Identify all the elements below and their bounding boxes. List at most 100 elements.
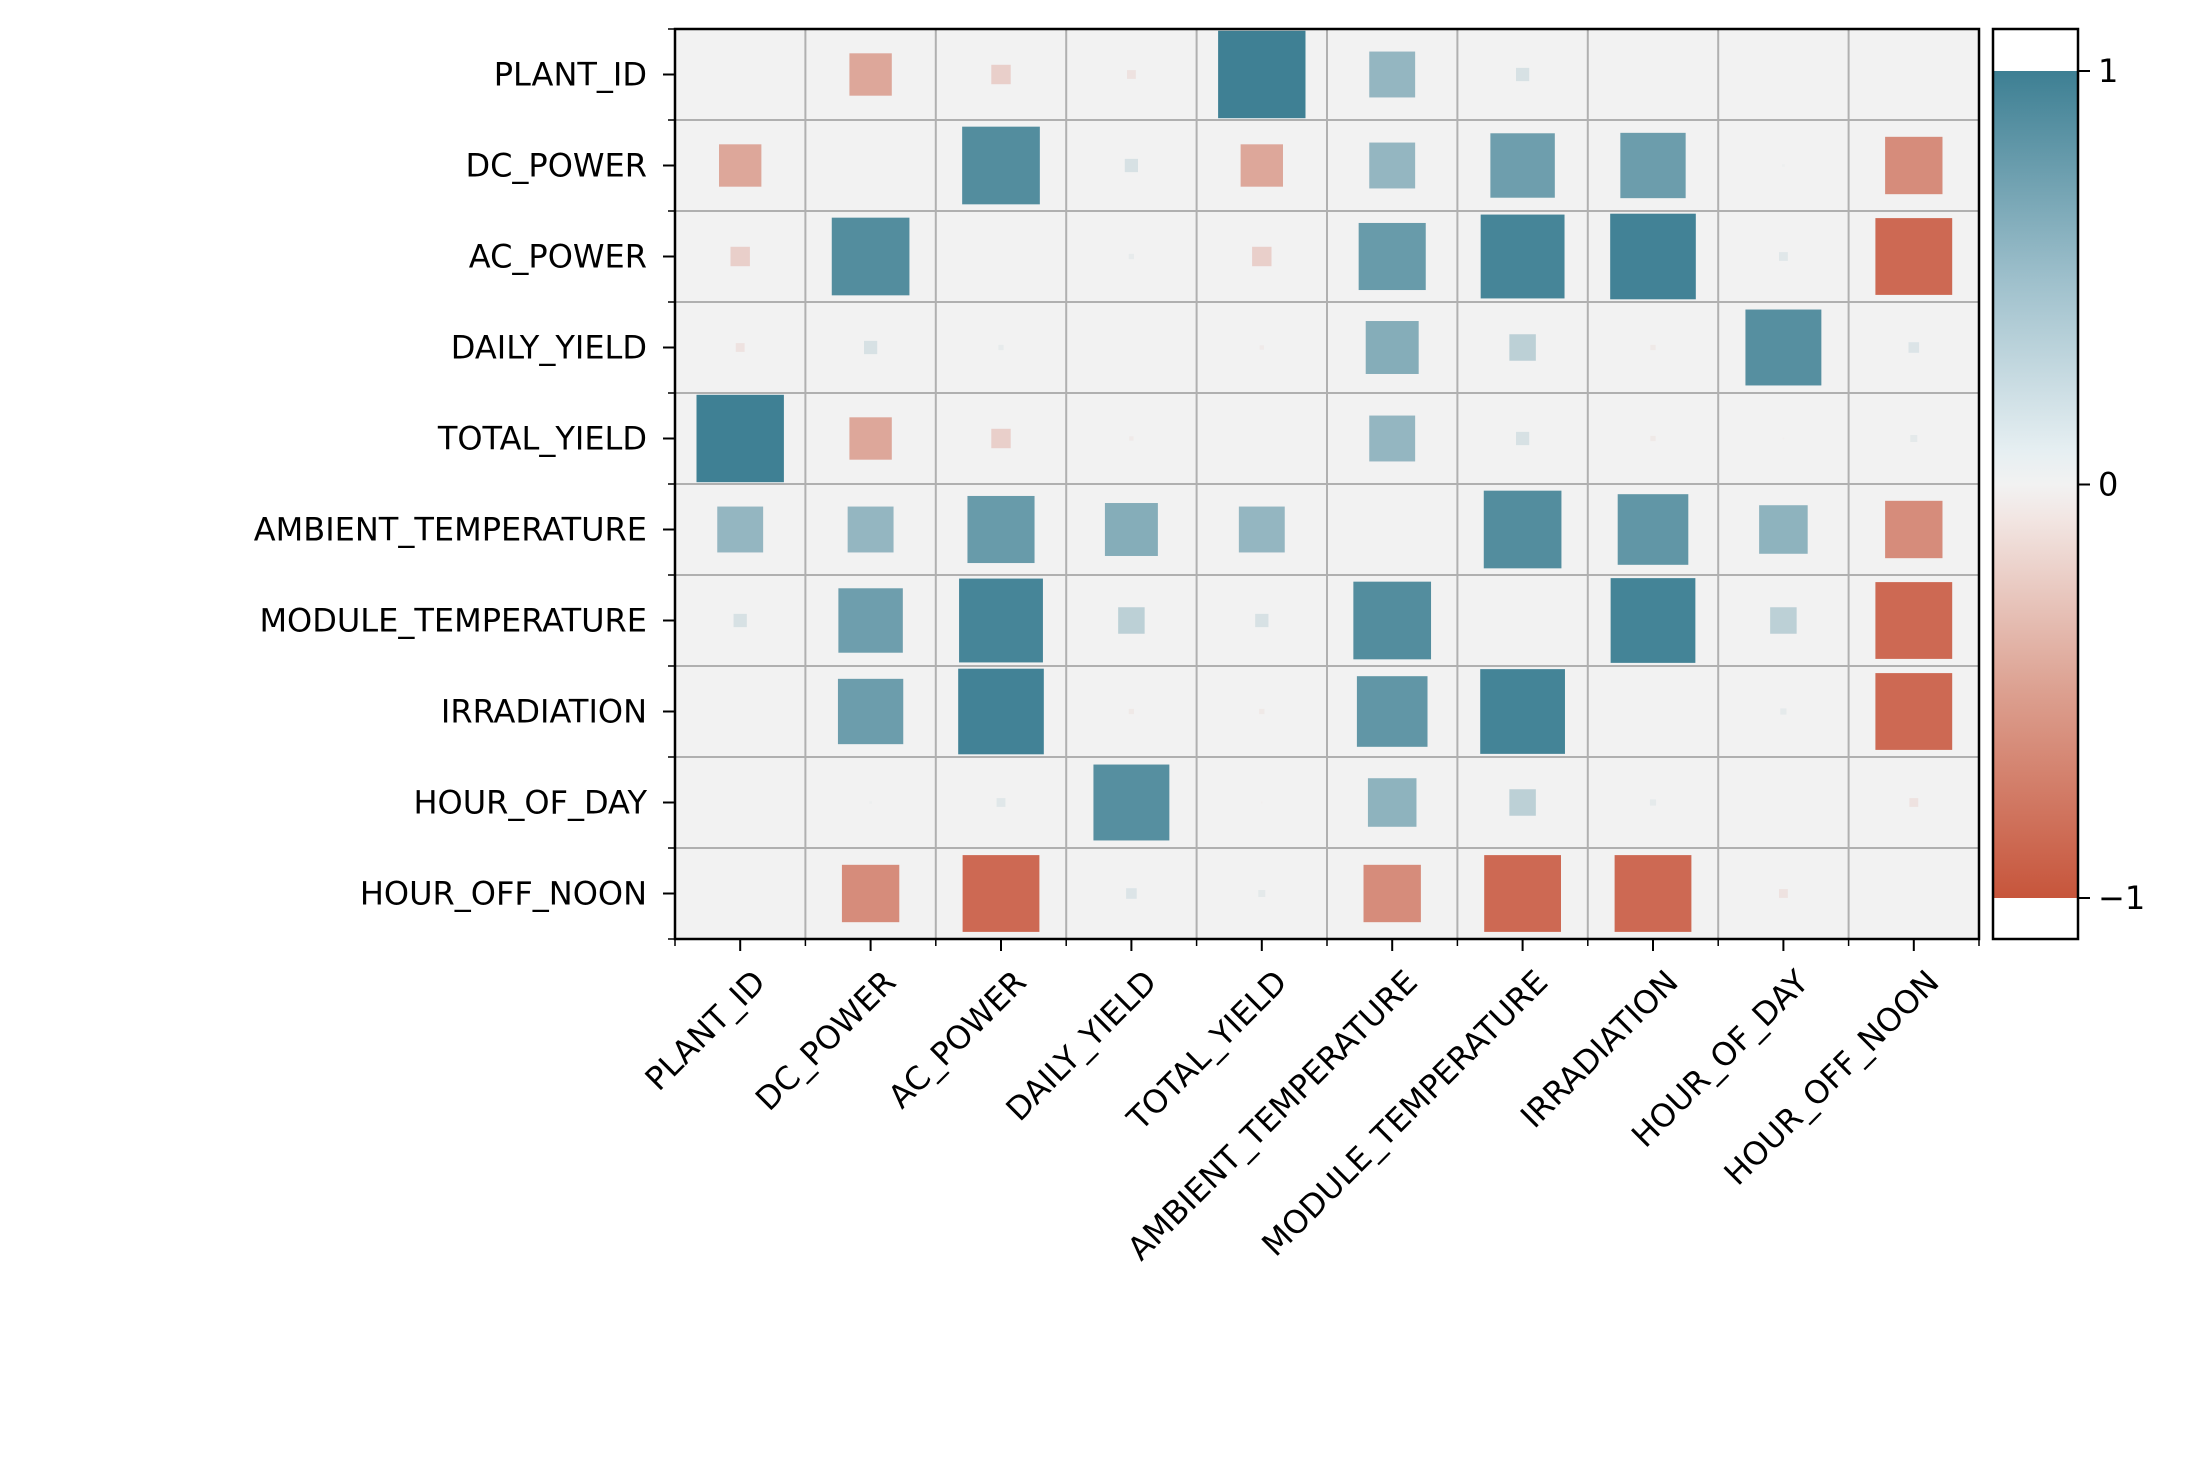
correlation-cell-total_yield-hour_of_day xyxy=(1782,437,1785,440)
correlation-cell-total_yield-ambient_temperature xyxy=(1369,415,1416,462)
correlation-cell-ac_power-ambient_temperature xyxy=(1358,222,1426,291)
correlation-cell-hour_off_noon-daily_yield xyxy=(1126,888,1137,899)
correlation-cell-module_temperature-dc_power xyxy=(838,588,903,653)
correlation-cell-module_temperature-ambient_temperature xyxy=(1353,581,1432,660)
correlation-cell-ambient_temperature-plant_id xyxy=(717,506,764,553)
correlation-cell-ac_power-daily_yield xyxy=(1128,253,1135,260)
correlation-cell-ac_power-hour_of_day xyxy=(1778,252,1788,261)
y-tick-label: MODULE_TEMPERATURE xyxy=(259,602,647,640)
colorbar-fill xyxy=(1993,71,2078,898)
y-tick-label: AC_POWER xyxy=(469,238,647,276)
correlation-cell-hour_off_noon-ac_power xyxy=(962,855,1040,932)
y-tick-label: PLANT_ID xyxy=(494,56,647,94)
correlation-cell-hour_off_noon-ambient_temperature xyxy=(1363,864,1421,923)
correlation-cell-dc_power-irradiation xyxy=(1620,132,1686,199)
colorbar: 1 0 −1 xyxy=(1991,27,2145,941)
y-tick-label: DC_POWER xyxy=(465,147,647,185)
correlation-cell-daily_yield-irradiation xyxy=(1650,344,1656,351)
correlation-cell-dc_power-ac_power xyxy=(962,126,1040,205)
correlation-cell-ac_power-plant_id xyxy=(730,246,750,267)
correlation-cell-ambient_temperature-total_yield xyxy=(1238,506,1285,553)
correlation-cell-total_yield-plant_id xyxy=(696,394,784,483)
y-tick-label: AMBIENT_TEMPERATURE xyxy=(254,511,647,549)
correlation-cell-dc_power-hour_off_noon xyxy=(1885,136,1943,195)
correlation-cell-daily_yield-plant_id xyxy=(735,343,745,352)
correlation-cell-ambient_temperature-hour_of_day xyxy=(1759,505,1808,554)
y-tick-label: DAILY_YIELD xyxy=(451,329,647,367)
colorbar-tick-label: 1 xyxy=(2098,52,2118,90)
correlation-cell-hour_off_noon-irradiation xyxy=(1614,855,1692,932)
correlation-cell-ambient_temperature-ac_power xyxy=(967,495,1035,564)
correlation-cell-plant_id-daily_yield xyxy=(1126,70,1136,79)
correlation-cell-daily_yield-ac_power xyxy=(998,344,1004,351)
correlation-cell-hour_of_day-ac_power xyxy=(996,798,1006,807)
correlation-cell-irradiation-hour_off_noon xyxy=(1875,673,1953,750)
correlation-cell-hour_of_day-total_yield xyxy=(1260,801,1263,804)
correlation-cell-module_temperature-ac_power xyxy=(959,578,1043,663)
correlation-cell-daily_yield-ambient_temperature xyxy=(1365,321,1419,374)
correlation-cell-total_yield-daily_yield xyxy=(1129,436,1134,441)
correlation-cell-daily_yield-module_temperature xyxy=(1509,334,1536,361)
x-tick-label: HOUR_OFF_NOON xyxy=(1717,963,1947,1193)
correlation-cell-dc_power-module_temperature xyxy=(1490,133,1555,198)
correlation-cell-irradiation-dc_power xyxy=(837,678,904,745)
correlation-cell-ac_power-total_yield xyxy=(1252,246,1272,267)
correlation-cell-hour_of_day-module_temperature xyxy=(1509,789,1536,816)
correlation-cell-total_yield-hour_off_noon xyxy=(1910,434,1918,443)
correlation-cell-total_yield-ac_power xyxy=(991,428,1011,449)
correlation-cell-hour_of_day-dc_power xyxy=(869,801,872,804)
correlation-cell-ac_power-hour_off_noon xyxy=(1875,218,1953,295)
correlation-cell-hour_of_day-irradiation xyxy=(1649,799,1657,806)
correlation-cell-ac_power-module_temperature xyxy=(1480,214,1565,299)
correlation-cell-total_yield-module_temperature xyxy=(1515,431,1530,446)
correlation-cell-dc_power-total_yield xyxy=(1240,144,1283,187)
correlation-cell-daily_yield-total_yield xyxy=(1259,345,1265,350)
correlation-cell-ambient_temperature-daily_yield xyxy=(1104,503,1158,556)
correlation-cell-module_temperature-irradiation xyxy=(1610,578,1696,663)
correlation-cell-daily_yield-hour_of_day xyxy=(1745,309,1822,386)
correlation-cell-ac_power-irradiation xyxy=(1610,213,1696,300)
correlation-cell-plant_id-total_yield xyxy=(1218,30,1306,119)
correlation-cell-hour_off_noon-dc_power xyxy=(841,864,900,923)
correlation-cell-total_yield-dc_power xyxy=(849,417,892,460)
correlation-cell-hour_off_noon-total_yield xyxy=(1258,889,1266,898)
correlation-cell-irradiation-total_yield xyxy=(1259,708,1265,715)
correlation-cell-irradiation-ac_power xyxy=(958,668,1044,755)
correlation-cell-ambient_temperature-dc_power xyxy=(847,506,894,553)
correlation-cell-ambient_temperature-hour_off_noon xyxy=(1885,500,1943,559)
correlation-cell-ambient_temperature-module_temperature xyxy=(1483,490,1562,569)
correlation-cell-irradiation-module_temperature xyxy=(1480,669,1565,754)
axis-ticks xyxy=(663,28,1980,951)
correlation-cell-hour_off_noon-hour_of_day xyxy=(1778,889,1788,898)
correlation-cells xyxy=(696,30,1953,932)
correlation-cell-total_yield-irradiation xyxy=(1650,435,1656,442)
correlation-cell-hour_off_noon-module_temperature xyxy=(1484,855,1561,932)
correlation-cell-irradiation-daily_yield xyxy=(1128,708,1135,715)
correlation-cell-dc_power-daily_yield xyxy=(1124,158,1139,173)
correlation-cell-module_temperature-hour_of_day xyxy=(1770,607,1797,634)
correlation-cell-dc_power-hour_of_day xyxy=(1782,164,1785,167)
gridlines xyxy=(675,29,1979,939)
colorbar-ticks: 1 0 −1 xyxy=(2078,52,2145,917)
colorbar-tick-label: 0 xyxy=(2098,466,2118,504)
y-tick-label: IRRADIATION xyxy=(441,693,647,731)
correlation-cell-daily_yield-hour_off_noon xyxy=(1908,342,1920,353)
correlation-cell-ac_power-dc_power xyxy=(831,217,910,296)
x-tick-label: DC_POWER xyxy=(748,963,903,1118)
correlation-cell-plant_id-dc_power xyxy=(849,53,892,96)
y-tick-label: HOUR_OF_DAY xyxy=(413,784,647,822)
correlation-cell-daily_yield-dc_power xyxy=(863,340,878,355)
correlation-cell-hour_of_day-daily_yield xyxy=(1093,764,1170,841)
correlation-cell-module_temperature-total_yield xyxy=(1255,613,1269,628)
correlation-cell-module_temperature-plant_id xyxy=(733,613,747,628)
y-tick-label: TOTAL_YIELD xyxy=(437,420,647,458)
correlation-cell-plant_id-module_temperature xyxy=(1515,67,1530,82)
correlation-cell-module_temperature-daily_yield xyxy=(1118,607,1145,634)
x-tick-label: PLANT_ID xyxy=(638,963,773,1098)
colorbar-tick-label: −1 xyxy=(2098,879,2145,917)
y-axis-tick-labels: PLANT_ID DC_POWER AC_POWER DAILY_YIELD TOTAL… xyxy=(254,56,648,913)
correlation-cell-irradiation-ambient_temperature xyxy=(1356,676,1428,747)
correlation-cell-dc_power-plant_id xyxy=(719,144,762,187)
correlation-cell-plant_id-ambient_temperature xyxy=(1369,51,1416,98)
